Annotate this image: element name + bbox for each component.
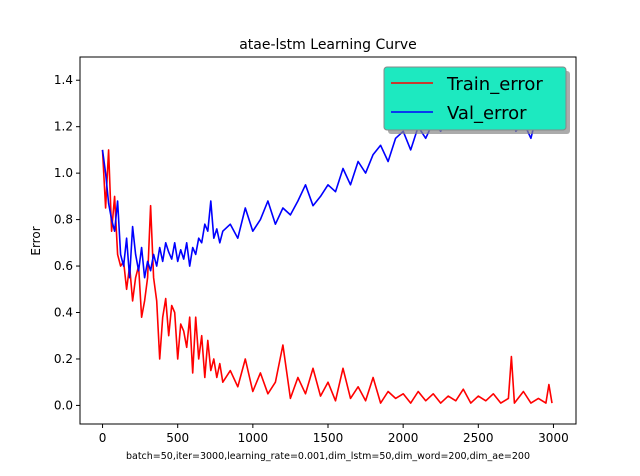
y-tick-label: 0.8 xyxy=(54,213,73,227)
y-tick-label: 1.2 xyxy=(54,120,73,134)
x-tick-label: 0 xyxy=(99,431,107,445)
y-axis-ticks: 0.0 0.2 0.4 0.6 0.8 1.0 1.2 1.4 xyxy=(54,73,80,412)
x-tick-label: 1500 xyxy=(313,431,344,445)
legend-label-val: Val_error xyxy=(447,103,527,124)
x-axis-label: batch=50,iter=3000,learning_rate=0.001,d… xyxy=(126,451,530,462)
y-tick-label: 1.0 xyxy=(54,166,73,180)
chart-title: atae-lstm Learning Curve xyxy=(239,37,417,53)
y-tick-label: 0.6 xyxy=(54,259,73,273)
x-tick-label: 3000 xyxy=(538,431,569,445)
y-tick-label: 0.0 xyxy=(54,398,73,412)
legend-label-train: Train_error xyxy=(446,74,543,95)
x-axis-ticks: 0 500 1000 1500 2000 2500 3000 xyxy=(99,424,569,445)
y-tick-label: 0.2 xyxy=(54,352,73,366)
legend: Train_error Val_error xyxy=(383,66,570,134)
x-tick-label: 1000 xyxy=(238,431,269,445)
series-line-train-error xyxy=(101,149,553,404)
x-tick-label: 500 xyxy=(166,431,189,445)
y-axis-label: Error xyxy=(29,226,43,255)
x-tick-label: 2000 xyxy=(388,431,419,445)
y-tick-label: 1.4 xyxy=(54,73,73,87)
y-tick-label: 0.4 xyxy=(54,306,73,320)
x-tick-label: 2500 xyxy=(463,431,494,445)
